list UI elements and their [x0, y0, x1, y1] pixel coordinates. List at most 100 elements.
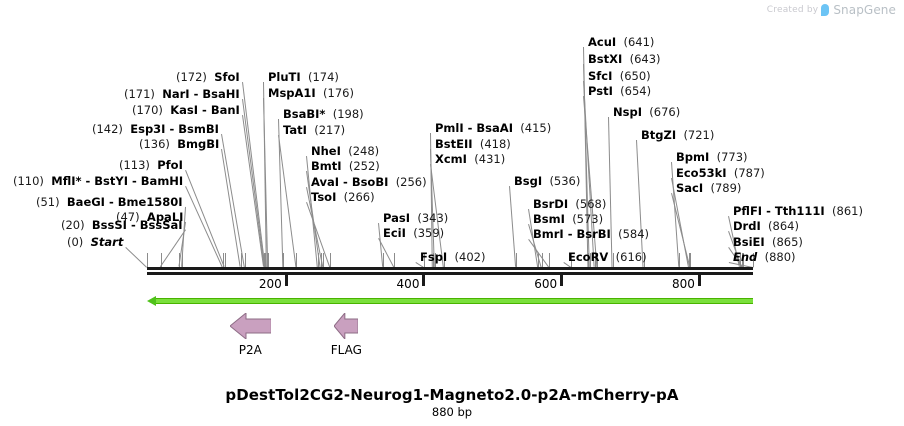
enzyme-site-label[interactable]: TsoI (266) [311, 191, 375, 203]
enzyme-name: BstEII [435, 137, 473, 151]
enzyme-name: FspI [420, 250, 448, 264]
enzyme-leader-line [509, 186, 517, 268]
ruler-tick [284, 275, 288, 286]
enzyme-site-label[interactable]: SfcI (650) [588, 70, 651, 82]
enzyme-site-label[interactable]: AcuI (641) [588, 36, 654, 48]
enzyme-position: (171) [124, 87, 155, 101]
enzyme-name: XcmI [435, 152, 467, 166]
ruler-tick [422, 275, 426, 286]
enzyme-site-label[interactable]: MspA1I (176) [268, 87, 354, 99]
enzyme-site-label[interactable]: BsaBI* (198) [283, 108, 364, 120]
enzyme-name: KasI [170, 103, 199, 117]
enzyme-cut-site-tick [739, 253, 741, 267]
enzyme-name: BmgBI [177, 137, 220, 151]
enzyme-site-label[interactable]: BsgI (536) [514, 175, 580, 187]
enzyme-site-label[interactable]: AvaI - BsoBI (256) [311, 176, 427, 188]
enzyme-position: (20) [61, 218, 85, 232]
enzyme-site-label[interactable]: PstI (654) [588, 85, 651, 97]
enzyme-leader-line [636, 140, 644, 268]
enzyme-site-label[interactable]: PmlI - BsaAI (415) [435, 122, 551, 134]
enzyme-name: PmlI [435, 121, 464, 135]
feature-arrow-flag[interactable] [334, 313, 359, 339]
enzyme-site-label[interactable]: EciI (359) [383, 227, 444, 239]
enzyme-name: BmtI [311, 159, 342, 173]
enzyme-cut-site-tick [224, 253, 226, 267]
enzyme-site-label[interactable]: NspI (676) [613, 106, 680, 118]
enzyme-position: (252) [348, 159, 380, 173]
enzyme-site-label[interactable]: BmrI - BsrBI (584) [533, 228, 649, 240]
enzyme-position: (584) [618, 227, 650, 241]
reverse-strand-arrowhead-icon [147, 296, 156, 306]
enzyme-site-label[interactable]: BstEII (418) [435, 138, 511, 150]
enzyme-position: (536) [549, 174, 581, 188]
enzyme-position: (650) [619, 69, 651, 83]
enzyme-site-label[interactable]: BstXI (643) [588, 53, 661, 65]
enzyme-site-label[interactable]: BtgZI (721) [641, 129, 714, 141]
snapgene-logo-icon [821, 4, 830, 16]
enzyme-leader-line [185, 186, 223, 268]
enzyme-name: BaeGI [66, 195, 105, 209]
enzyme-site-label[interactable]: (136) BmgBI [139, 138, 219, 150]
enzyme-site-label[interactable]: FspI (402) [420, 251, 485, 263]
enzyme-site-label[interactable]: BsiEI (865) [733, 236, 803, 248]
ruler-tick [560, 275, 564, 286]
enzyme-name: PstI [588, 84, 613, 98]
enzyme-name: AcuI [588, 35, 617, 49]
enzyme-position: (676) [649, 105, 681, 119]
enzyme-position: (418) [479, 137, 511, 151]
enzyme-cut-site-tick [589, 253, 591, 267]
enzyme-site-label[interactable]: (172) SfoI [176, 71, 240, 83]
enzyme-site-label[interactable]: EcoRV (616) [568, 251, 647, 263]
enzyme-site-label[interactable]: (110) MflI* - BstYI - BamHI [13, 175, 183, 187]
enzyme-site-label[interactable]: (47) ApaLI [116, 211, 183, 223]
feature-arrow-p2a[interactable] [229, 313, 271, 339]
enzyme-site-label[interactable]: End (880) [733, 251, 796, 263]
enzyme-site-label[interactable]: NheI (248) [311, 145, 379, 157]
enzyme-name: BssSI [91, 218, 127, 232]
enzyme-site-label[interactable]: (142) Esp3I - BsmBI [92, 123, 219, 135]
enzyme-site-label[interactable]: DrdI (864) [733, 220, 799, 232]
enzyme-cut-site-tick [742, 253, 744, 267]
enzyme-name: NspI [613, 105, 642, 119]
enzyme-position: (113) [119, 158, 150, 172]
enzyme-position: (256) [395, 175, 427, 189]
enzyme-site-label[interactable]: SacI (789) [676, 182, 741, 194]
enzyme-name: EcoRV [568, 250, 609, 264]
enzyme-position: (787) [733, 166, 765, 180]
enzyme-name-separator: - [128, 174, 141, 188]
enzyme-name: End [733, 250, 758, 264]
enzyme-name: MflI* [51, 174, 82, 188]
enzyme-name: BsmI [533, 212, 565, 226]
enzyme-site-label[interactable]: PflFI - Tth111I (861) [733, 205, 863, 217]
enzyme-site-label[interactable]: (51) BaeGI - Bme1580I [36, 196, 183, 208]
enzyme-position: (415) [520, 121, 552, 135]
enzyme-site-label[interactable]: Eco53kI (787) [676, 167, 765, 179]
enzyme-site-label[interactable]: BsmI (573) [533, 213, 603, 225]
enzyme-name-separator: - [104, 195, 118, 209]
enzyme-site-label[interactable]: (0) Start [67, 236, 123, 248]
enzyme-site-label[interactable]: XcmI (431) [435, 153, 505, 165]
enzyme-site-label[interactable]: PluTI (174) [268, 71, 339, 83]
enzyme-cut-site-tick [690, 253, 692, 267]
enzyme-position: (721) [683, 128, 715, 142]
enzyme-site-label[interactable]: (20) BssSI - BssSaI [61, 219, 183, 231]
enzyme-position: (248) [348, 144, 380, 158]
enzyme-leader-line [221, 134, 245, 268]
enzyme-site-label[interactable]: (113) PfoI [119, 159, 183, 171]
enzyme-leader-line [125, 247, 147, 268]
ruler-tick-label: 200 [258, 277, 282, 291]
enzyme-site-label[interactable]: BmtI (252) [311, 160, 380, 172]
enzyme-position: (172) [176, 70, 207, 84]
enzyme-site-label[interactable]: (171) NarI - BsaHI [124, 88, 240, 100]
enzyme-site-label[interactable]: TatI (217) [283, 124, 345, 136]
enzyme-site-label[interactable]: BpmI (773) [676, 151, 748, 163]
enzyme-name-separator: - [189, 87, 203, 101]
enzyme-site-label[interactable]: BsrDI (568) [533, 198, 606, 210]
enzyme-position: (573) [572, 212, 604, 226]
enzyme-name: Tth111I [774, 204, 825, 218]
enzyme-name: BpmI [676, 150, 710, 164]
enzyme-site-label[interactable]: PasI (343) [383, 212, 448, 224]
enzyme-position: (654) [620, 84, 652, 98]
enzyme-site-label[interactable]: (170) KasI - BanI [132, 104, 240, 116]
